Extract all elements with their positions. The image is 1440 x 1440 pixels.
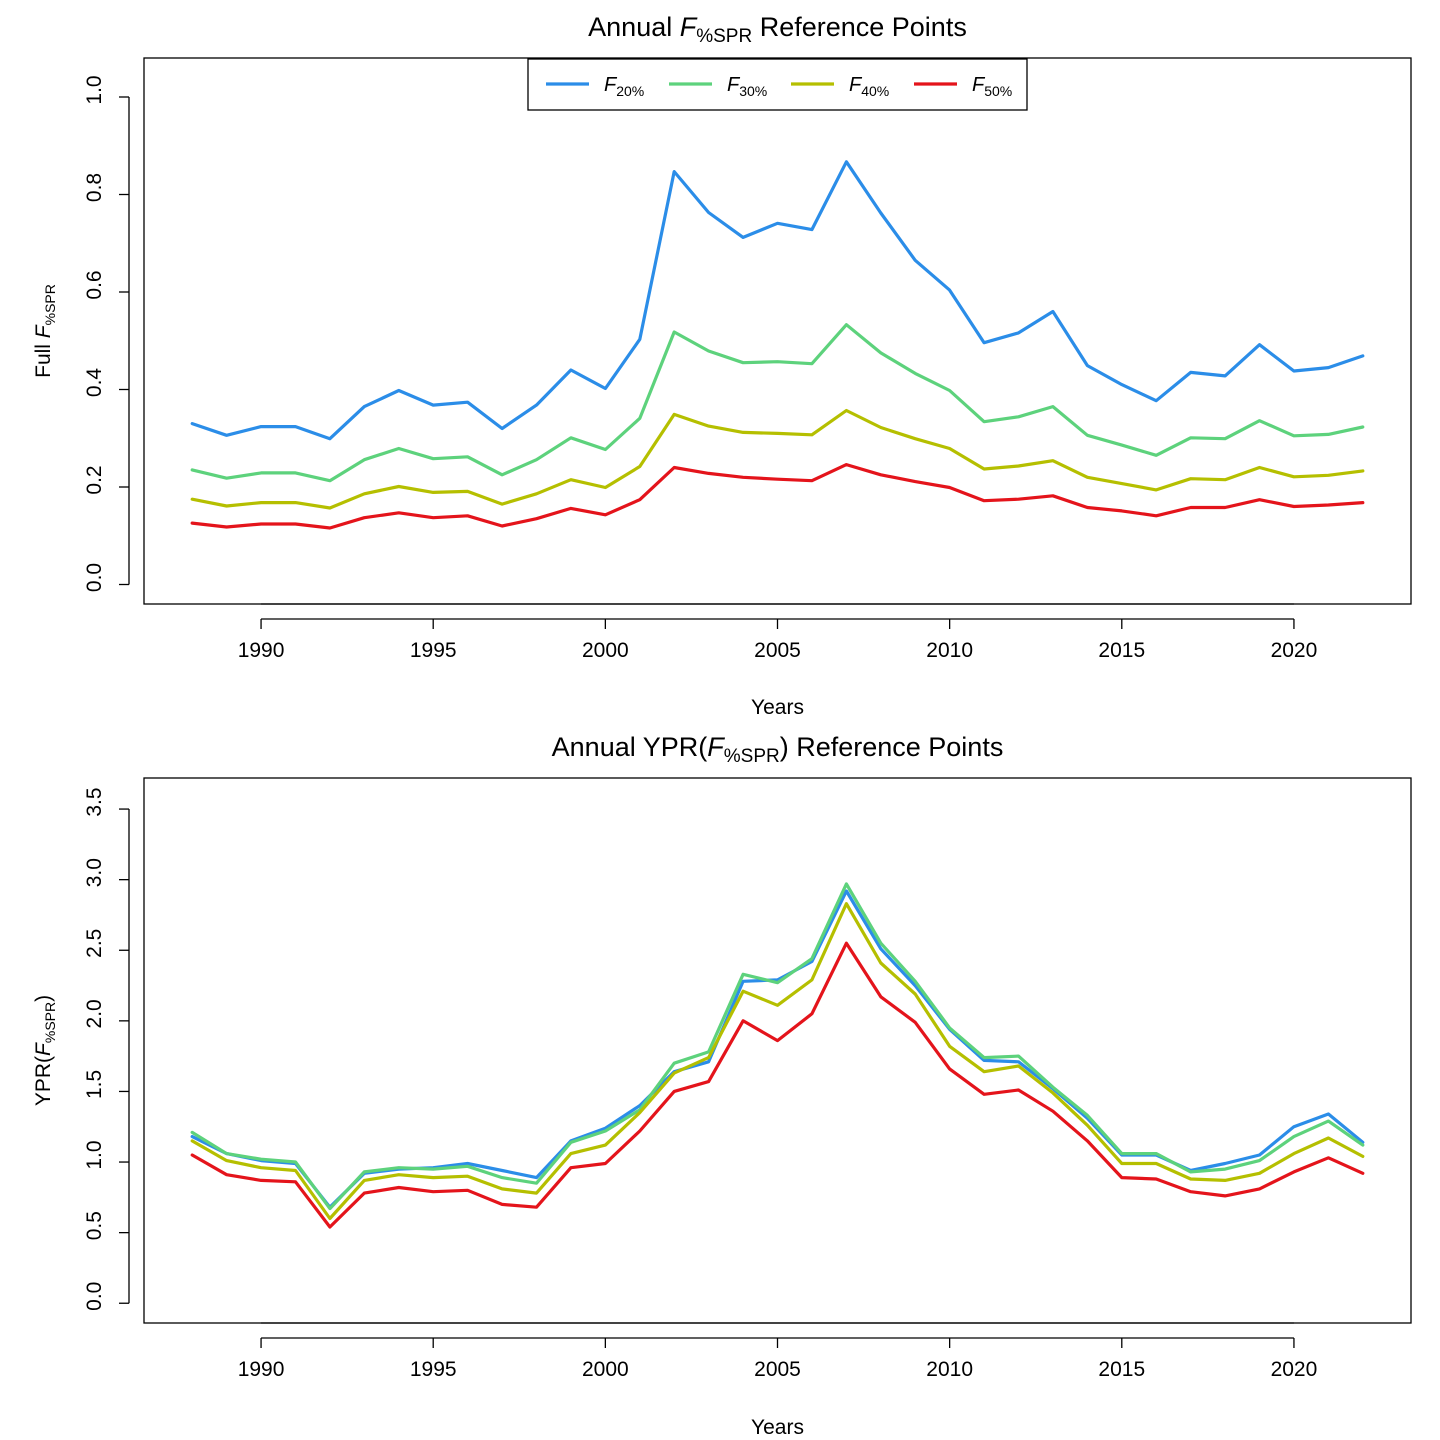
x-axis-label: Years (751, 696, 804, 719)
y-tick-label: 0.4 (83, 368, 106, 398)
y-tick-label: 0.0 (83, 1282, 106, 1311)
y-tick-label: 0.0 (83, 563, 106, 592)
x-tick-label: 2005 (754, 639, 801, 662)
x-tick-label: 2010 (926, 639, 973, 662)
series-lines (190, 160, 1365, 530)
x-tick-label: 2015 (1098, 639, 1145, 662)
y-axis: 0.0 0.2 0.4 0.6 0.8 1.0 (83, 75, 130, 592)
x-tick-label: 1995 (410, 1358, 457, 1381)
y-tick-label: 0.8 (83, 173, 106, 202)
series-line-f40 (190, 408, 1365, 510)
y-tick-label: 3.5 (83, 787, 106, 816)
y-axis-label: YPR(F%SPR) (32, 995, 58, 1106)
y-axis: 0.0 0.5 1.0 1.5 2.0 2.5 3.0 3.5 (83, 787, 130, 1311)
y-tick-label: 1.0 (83, 1140, 106, 1169)
y-tick-label: 0.5 (83, 1211, 106, 1240)
legend-entry: F40% (849, 74, 889, 99)
x-tick-label: 1990 (238, 1358, 285, 1381)
series-line-f50 (190, 941, 1365, 1229)
series-line-f30 (190, 882, 1365, 1211)
x-tick-label: 2020 (1271, 639, 1318, 662)
x-tick-label: 2000 (582, 639, 629, 662)
legend-entry: F30% (727, 74, 767, 99)
x-tick-label: 1995 (410, 639, 457, 662)
y-tick-label: 2.5 (83, 929, 106, 958)
series-line-f20 (190, 160, 1365, 441)
plot-frame (143, 57, 1412, 605)
x-tick-label: 2000 (582, 1358, 629, 1381)
series-line-f40 (190, 902, 1365, 1221)
plot-frame (143, 777, 1412, 1324)
y-tick-label: 1.5 (83, 1070, 106, 1099)
x-tick-label: 2020 (1271, 1358, 1318, 1381)
y-tick-label: 1.0 (83, 75, 106, 104)
y-tick-label: 2.0 (83, 999, 106, 1028)
x-tick-label: 2010 (926, 1358, 973, 1381)
y-tick-label: 0.6 (83, 270, 106, 299)
y-axis-label: Full F%SPR (32, 284, 58, 378)
x-tick-label: 1990 (238, 639, 285, 662)
chart-title: Annual YPR(F%SPR) Reference Points (552, 732, 1004, 767)
x-axis-label: Years (751, 1416, 804, 1439)
series-line-f30 (190, 323, 1365, 483)
x-tick-label: 2015 (1098, 1358, 1145, 1381)
y-tick-label: 0.2 (83, 465, 106, 494)
legend-entry: F20% (604, 74, 644, 99)
series-line-f50 (190, 463, 1365, 530)
series-line-f20 (190, 889, 1365, 1209)
legend: F20% F30% F40% F50% (527, 58, 1028, 111)
legend-entry: F50% (972, 74, 1012, 99)
x-axis: 1990 1995 2000 2005 2010 2015 2020 (238, 1322, 1318, 1381)
series-lines (190, 882, 1365, 1229)
x-axis: 1990 1995 2000 2005 2010 2015 2020 (238, 603, 1318, 662)
chart-title: Annual F%SPR Reference Points (588, 12, 967, 47)
y-tick-label: 3.0 (83, 858, 106, 887)
x-tick-label: 2005 (754, 1358, 801, 1381)
chart-panel-1: Annual F%SPR Reference Points 1990 1995 200… (32, 12, 1412, 719)
